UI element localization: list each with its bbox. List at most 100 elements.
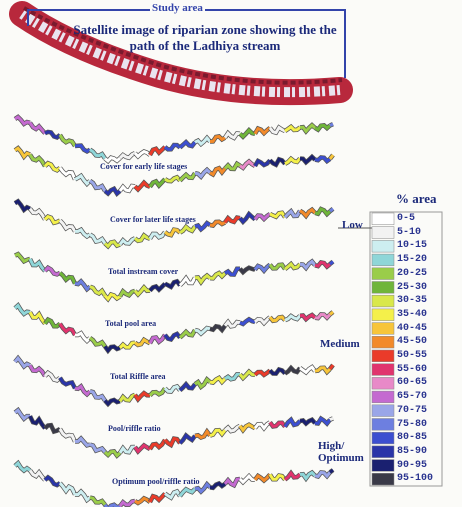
stream-segment <box>163 384 182 394</box>
stream-segment <box>89 179 107 192</box>
stream-segment <box>133 285 151 297</box>
stream-segment <box>28 311 47 325</box>
stream-segment <box>28 469 47 482</box>
stream-segment <box>28 258 47 273</box>
legend-class-label: 20-25 <box>397 267 428 279</box>
legend-class-label: 55-60 <box>397 363 428 375</box>
stream-segment <box>314 155 331 164</box>
stream-segment <box>103 398 121 407</box>
stream-segment <box>299 313 317 322</box>
legend-class-label: 85-90 <box>397 445 428 457</box>
stream-segment <box>133 180 151 192</box>
legend-swatch <box>371 404 395 417</box>
stream-segment <box>44 130 61 140</box>
stream-segment <box>253 369 271 377</box>
stream-segment <box>58 322 77 336</box>
legend-swatch <box>371 226 395 239</box>
stream-segment <box>299 154 317 165</box>
legend-swatch <box>371 267 395 280</box>
stream-segment <box>43 423 61 434</box>
stream-segment <box>223 130 241 140</box>
stream-segment <box>89 148 107 160</box>
stream-segment <box>89 336 107 348</box>
legend-swatch <box>371 281 395 294</box>
legend-swatch <box>371 473 395 486</box>
level-label: Low <box>342 219 363 231</box>
stream-segment <box>74 279 91 292</box>
stream-segment <box>14 146 31 160</box>
stream-segment <box>148 334 167 344</box>
stream-segment <box>74 173 92 186</box>
stream-segment <box>314 207 332 217</box>
stream-segment <box>253 263 271 273</box>
stream-segment <box>14 115 31 126</box>
stream-segment <box>43 370 61 383</box>
stream-segment <box>89 285 107 297</box>
stream-segment <box>268 315 287 323</box>
stream-label: Cover for later life stages <box>110 215 196 224</box>
stream-segment <box>314 366 332 375</box>
stream-segment <box>209 428 227 438</box>
stream-segment <box>163 332 182 342</box>
legend-class-label: 60-65 <box>397 377 428 389</box>
legend-class-label: 30-35 <box>397 295 428 307</box>
stream-segment <box>268 157 287 167</box>
legend-class-label: 90-95 <box>397 459 428 471</box>
legend-class-label: 40-45 <box>397 322 428 334</box>
stream-segment <box>14 407 31 421</box>
legend-swatch <box>371 212 395 225</box>
stream-segment <box>209 271 227 280</box>
stream-segment <box>209 166 227 177</box>
stream-segment <box>299 259 317 271</box>
stream-segment <box>179 140 197 149</box>
stream-segment <box>238 422 256 433</box>
stream-segment <box>134 233 151 243</box>
legend-class-label: 25-30 <box>397 281 428 293</box>
stream-segment <box>103 503 121 507</box>
stream-segment <box>118 341 136 349</box>
legend-class-label: 75-80 <box>397 418 428 430</box>
stream-segment <box>268 125 286 135</box>
stream-segment <box>148 439 167 450</box>
stream-segment <box>239 159 256 170</box>
stream-segment <box>133 443 151 454</box>
stream-segment <box>314 416 332 426</box>
legend-class-label: 35-40 <box>397 308 428 320</box>
stream-segment <box>89 389 107 402</box>
stream-segment <box>134 337 151 347</box>
stream-segment <box>164 143 181 151</box>
stream-segment <box>194 326 211 336</box>
stream-segment <box>209 376 227 385</box>
stream-segment <box>164 175 182 183</box>
stream-segment <box>103 240 121 249</box>
legend-swatch <box>371 240 395 253</box>
stream-segment <box>89 233 107 245</box>
stream-segment <box>74 384 92 397</box>
stream-segment <box>194 221 211 232</box>
stream-segment <box>329 122 334 127</box>
stream-segment <box>284 365 302 375</box>
stream-segment <box>118 236 136 246</box>
stream-segment <box>284 156 302 166</box>
stream-segment <box>284 261 302 271</box>
stream-segment <box>224 267 241 277</box>
stream-segment <box>314 312 332 320</box>
stream-segment <box>148 492 167 503</box>
stream-segment <box>43 317 61 328</box>
stream-segment <box>283 417 302 428</box>
stream-segment <box>178 275 197 287</box>
stream-segment <box>59 271 77 285</box>
stream-segment <box>89 443 107 454</box>
stream-segment <box>118 393 136 403</box>
riparian-texture <box>22 6 343 85</box>
stream-segment <box>314 260 331 269</box>
stream-segment <box>283 208 302 219</box>
stream-segment <box>299 123 317 134</box>
level-label: Medium <box>320 338 360 350</box>
stream-segment <box>118 184 136 193</box>
legend-swatch <box>371 363 395 376</box>
stream-segment <box>104 186 121 196</box>
legend-class-label: 0-5 <box>397 213 416 224</box>
stream-segment <box>224 372 241 381</box>
